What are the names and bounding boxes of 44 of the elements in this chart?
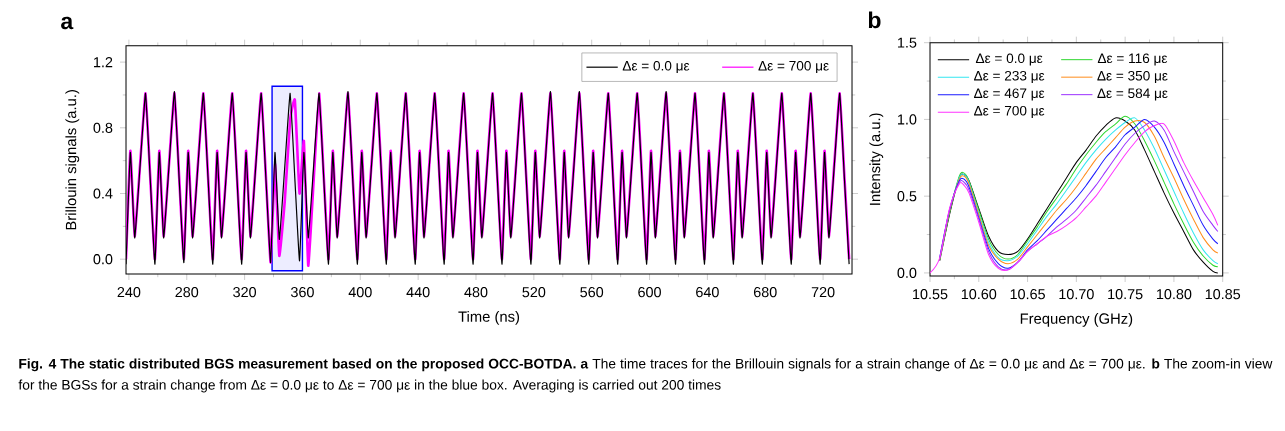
y-tick-label: 0.4: [93, 188, 113, 199]
legend-label: Δε = 700 με: [974, 105, 1045, 119]
x-tick-label: 10.85: [1205, 289, 1241, 300]
y-axis-title: Intensity (a.u.): [869, 113, 884, 205]
y-tick-label: 0.0: [897, 267, 917, 278]
chart-title: a: [61, 16, 74, 30]
x-tick-label: 240: [117, 287, 141, 298]
x-tick-label: 680: [753, 287, 777, 298]
legend-label: Δε = 700 με: [758, 60, 829, 74]
x-tick-label: 720: [811, 287, 835, 298]
x-tick-label: 360: [290, 287, 314, 298]
y-tick-label: 0.5: [897, 191, 917, 202]
legend-label: Δε = 350 με: [1097, 70, 1168, 84]
x-tick-label: 440: [406, 287, 430, 298]
y-tick-label: 1.2: [94, 57, 113, 68]
legend-label: Δε = 0.0 με: [622, 60, 690, 74]
x-tick-label: 560: [580, 287, 604, 298]
y-axis-title: Brillouin signals (a.u.): [65, 90, 80, 230]
x-tick-label: 600: [638, 287, 661, 298]
x-tick-label: 10.80: [1157, 289, 1192, 300]
y-tick-label: 1.5: [898, 37, 917, 48]
legend-label: Δε = 584 με: [1097, 88, 1168, 101]
x-tick-label: 10.70: [1059, 289, 1094, 300]
chart-title: b: [868, 11, 881, 29]
x-tick-label: 280: [175, 287, 199, 298]
x-tick-label: 10.55: [913, 289, 948, 300]
y-tick-label: 0.8: [93, 122, 113, 133]
x-axis-title: Time (ns): [458, 310, 520, 325]
x-tick-label: 480: [464, 287, 488, 298]
x-tick-label: 10.75: [1108, 289, 1143, 300]
y-tick-label: 0.0: [93, 254, 113, 265]
legend-label: Δε = 116 με: [1097, 53, 1168, 66]
x-tick-label: 10.65: [1010, 289, 1045, 300]
x-tick-label: 320: [233, 287, 257, 298]
x-axis-title: Frequency (GHz): [1020, 312, 1133, 327]
text: Fig. 4 The static distributed BGS measurement based on the proposed OCC-BOTDA. a The time traces for the Brillouin signals for a strain change of Δε = 0.0 με and Δε = 700 με. b The zoom-in view for the BGSs for a strain change from Δε = 0.0 με to Δε = 700 με in the blue box. Averaging is carried out 200 times: [18, 358, 1273, 393]
legend-label: Δε = 233 με: [974, 70, 1045, 84]
legend-label: Δε = 0.0 με: [975, 53, 1043, 66]
x-tick-label: 520: [522, 287, 546, 298]
x-tick-label: 10.60: [961, 289, 997, 300]
y-tick-label: 1.0: [898, 114, 917, 125]
x-tick-label: 640: [696, 287, 719, 298]
x-tick-label: 400: [348, 287, 372, 298]
legend-label: Δε = 467 με: [974, 88, 1045, 101]
